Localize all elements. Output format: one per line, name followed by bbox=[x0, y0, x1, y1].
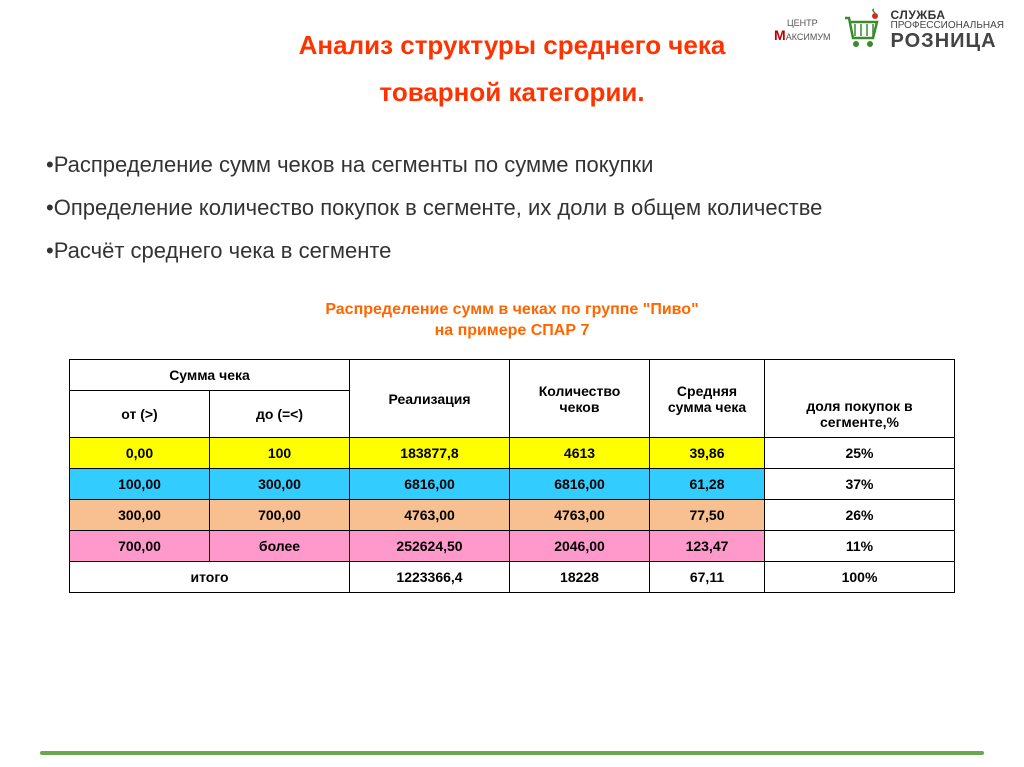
table-cell: 100 bbox=[210, 437, 350, 468]
table-row: итого1223366,41822867,11100% bbox=[70, 561, 955, 592]
logo-retail: СЛУЖБА ПРОФЕССИОНАЛЬНАЯ РОЗНИЦА bbox=[891, 9, 1004, 51]
col-header: доля покупок в сегменте,% bbox=[765, 391, 955, 438]
col-header: Реализация bbox=[350, 360, 510, 438]
table-row: 300,00700,004763,004763,0077,5026% bbox=[70, 499, 955, 530]
table-cell: 1223366,4 bbox=[350, 561, 510, 592]
table-cell: 300,00 bbox=[210, 468, 350, 499]
bullet-item: •Распределение сумм чеков на сегменты по… bbox=[46, 146, 946, 183]
table-cell: 26% bbox=[765, 499, 955, 530]
title-line2: товарной категории. bbox=[0, 69, 1024, 116]
col-subheader: до (=<) bbox=[210, 391, 350, 438]
table-cell: 252624,50 bbox=[350, 530, 510, 561]
table-cell: более bbox=[210, 530, 350, 561]
footer-divider bbox=[40, 751, 984, 755]
table-cell: 39,86 bbox=[650, 437, 765, 468]
table-cell: 300,00 bbox=[70, 499, 210, 530]
table-cell: 67,11 bbox=[650, 561, 765, 592]
bullet-item: •Определение количество покупок в сегмен… bbox=[46, 189, 946, 226]
table-row: 0,00100183877,8461339,8625% bbox=[70, 437, 955, 468]
table-cell: 37% bbox=[765, 468, 955, 499]
col-header: Средняя сумма чека bbox=[650, 360, 765, 438]
cart-icon bbox=[839, 8, 883, 52]
table-cell: 61,28 bbox=[650, 468, 765, 499]
table-cell: 2046,00 bbox=[510, 530, 650, 561]
col-header: Количество чеков bbox=[510, 360, 650, 438]
header-group: Сумма чека bbox=[70, 360, 350, 391]
table-row: 100,00300,006816,006816,0061,2837% bbox=[70, 468, 955, 499]
bullet-list: •Распределение сумм чеков на сегменты по… bbox=[46, 146, 946, 270]
table-cell: 100% bbox=[765, 561, 955, 592]
table-cell: 183877,8 bbox=[350, 437, 510, 468]
table-cell: 4763,00 bbox=[350, 499, 510, 530]
table-cell: 6816,00 bbox=[510, 468, 650, 499]
data-table: Сумма чекаРеализацияКоличество чековСред… bbox=[69, 359, 955, 593]
logo-maximum: ЦЕНТР МАКСИМУМ bbox=[774, 19, 831, 42]
table-title: Распределение сумм в чеках по группе "Пи… bbox=[0, 300, 1024, 342]
col-header-spacer bbox=[765, 360, 955, 391]
table-row: 700,00более252624,502046,00123,4711% bbox=[70, 530, 955, 561]
table-cell: 0,00 bbox=[70, 437, 210, 468]
table-cell: 4763,00 bbox=[510, 499, 650, 530]
table-cell: 700,00 bbox=[70, 530, 210, 561]
table-cell: 77,50 bbox=[650, 499, 765, 530]
table-cell: итого bbox=[70, 561, 350, 592]
table-cell: 6816,00 bbox=[350, 468, 510, 499]
table-cell: 123,47 bbox=[650, 530, 765, 561]
col-subheader: от (>) bbox=[70, 391, 210, 438]
table-cell: 25% bbox=[765, 437, 955, 468]
table-cell: 100,00 bbox=[70, 468, 210, 499]
bullet-item: •Расчёт среднего чека в сегменте bbox=[46, 232, 946, 269]
table-cell: 4613 bbox=[510, 437, 650, 468]
table-cell: 700,00 bbox=[210, 499, 350, 530]
table-cell: 11% bbox=[765, 530, 955, 561]
table-cell: 18228 bbox=[510, 561, 650, 592]
